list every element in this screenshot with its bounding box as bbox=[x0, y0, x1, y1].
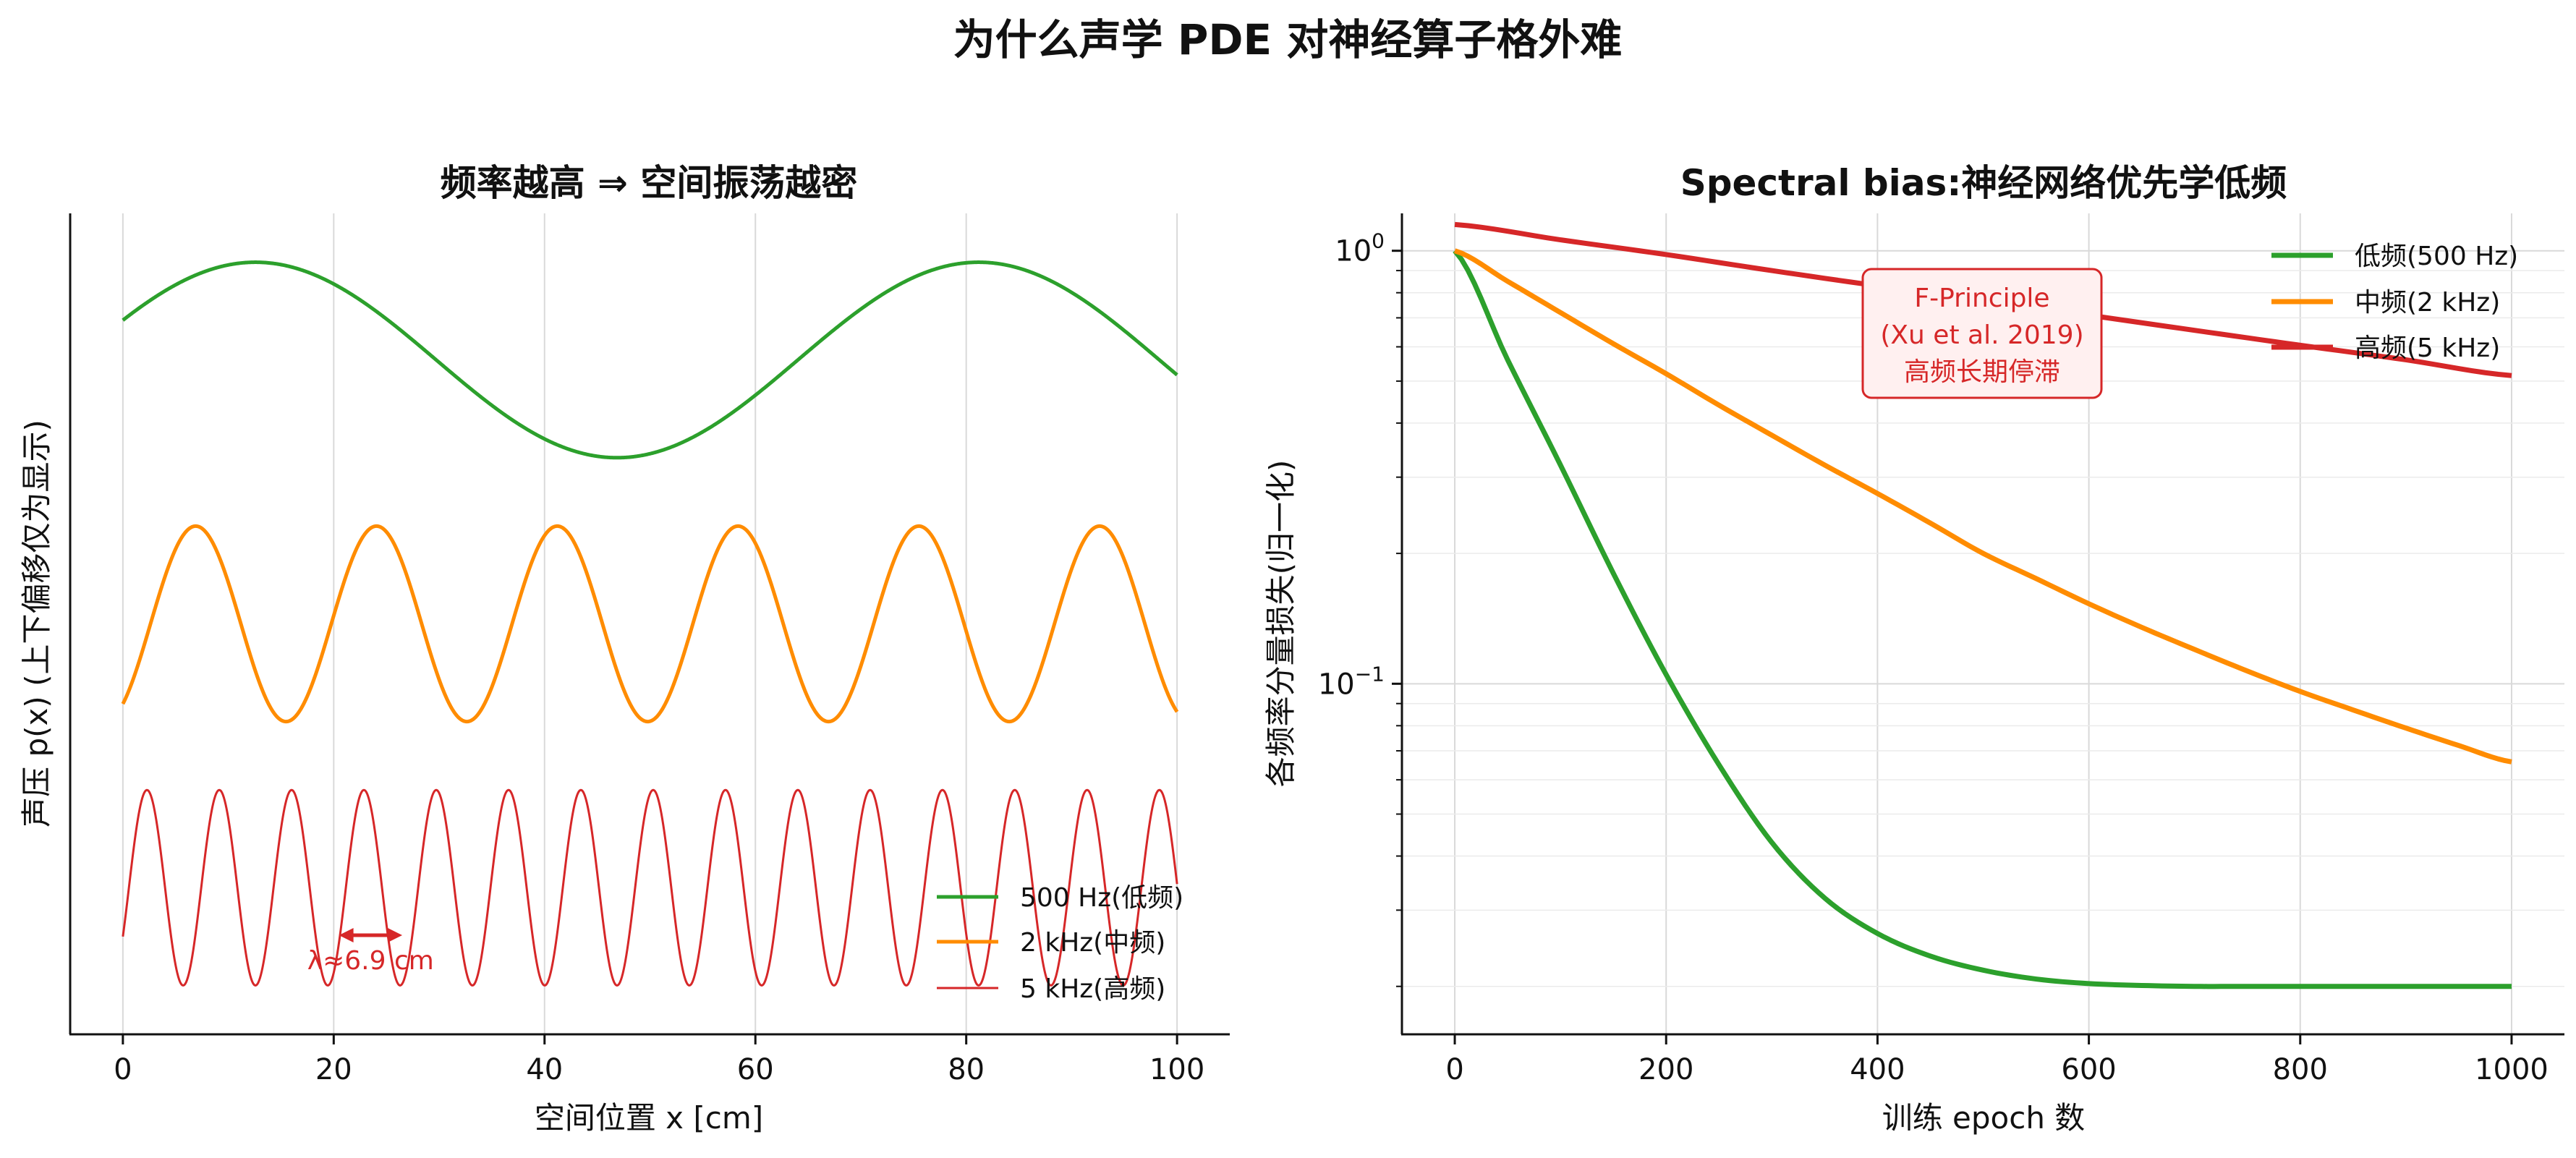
left-x-tick-label-40: 40 bbox=[526, 1053, 563, 1086]
wavelength-label: λ≈6.9 cm bbox=[307, 946, 434, 976]
right-chart: Spectral bias:神经网络优先学低频 0 200 400 600 800 100… bbox=[1263, 162, 2564, 1136]
f-principle-line-1: F-Principle bbox=[1914, 284, 2049, 313]
legend-label-mid: 中频(2 kHz) bbox=[2355, 288, 2500, 318]
figure-title: 为什么声学 PDE 对神经算子格外难 bbox=[953, 15, 1623, 64]
left-gridlines bbox=[122, 213, 1178, 1034]
right-x-tick-label-1000: 1000 bbox=[2475, 1053, 2549, 1086]
right-x-axis-label: 训练 epoch 数 bbox=[1882, 1100, 2086, 1136]
right-y-axis-label: 各频率分量损失(归一化) bbox=[1263, 460, 1298, 788]
right-series-line-low bbox=[1453, 249, 2512, 989]
f-principle-annotation: F-Principle (Xu et al. 2019) 高频长期停滞 bbox=[1861, 268, 2103, 399]
left-x-axis-label: 空间位置 x [cm] bbox=[535, 1100, 763, 1136]
legend-label-2khz: 2 kHz(中频) bbox=[1020, 928, 1165, 958]
legend-label-low: 低频(500 Hz) bbox=[2355, 242, 2518, 271]
left-chart-title: 频率越高 ⇒ 空间振荡越密 bbox=[441, 162, 858, 204]
right-x-tick-label-400: 400 bbox=[1850, 1053, 1905, 1086]
left-series-line-5000hz bbox=[122, 788, 1178, 987]
left-x-ticks: 0 20 40 60 80 100 bbox=[114, 1034, 1204, 1086]
legend-label-high: 高频(5 kHz) bbox=[2355, 333, 2500, 363]
left-x-tick-label-100: 100 bbox=[1149, 1053, 1204, 1086]
right-legend: 低频(500 Hz) 中频(2 kHz) 高频(5 kHz) bbox=[2271, 242, 2518, 363]
right-gridlines bbox=[1402, 213, 2564, 1034]
right-x-tick-label-600: 600 bbox=[2061, 1053, 2116, 1086]
left-x-tick-label-60: 60 bbox=[737, 1053, 774, 1086]
left-series-line-500hz bbox=[122, 260, 1178, 460]
left-legend: 500 Hz(低频) 2 kHz(中频) 5 kHz(高频) bbox=[937, 883, 1183, 1004]
left-y-axis-label: 声压 p(x) (上下偏移仅为显示) bbox=[19, 420, 54, 827]
left-x-tick-label-0: 0 bbox=[114, 1053, 132, 1086]
right-y-tick-label-10^-1: 10−1 bbox=[1318, 662, 1385, 701]
right-x-tick-label-200: 200 bbox=[1638, 1053, 1693, 1086]
left-series-line-2000hz bbox=[121, 524, 1179, 724]
f-principle-box bbox=[1861, 268, 2103, 399]
right-chart-title: Spectral bias:神经网络优先学低频 bbox=[1680, 162, 2287, 204]
left-x-tick-label-20: 20 bbox=[315, 1053, 352, 1086]
f-principle-line-2: (Xu et al. 2019) bbox=[1880, 320, 2083, 350]
left-series-group bbox=[121, 260, 1179, 987]
legend-label-5khz: 5 kHz(高频) bbox=[1020, 974, 1165, 1004]
right-y-tick-label-10^0: 100 bbox=[1335, 229, 1385, 268]
left-x-tick-label-80: 80 bbox=[948, 1053, 985, 1086]
f-principle-line-3: 高频长期停滞 bbox=[1904, 357, 2060, 387]
wavelength-arrowhead-right bbox=[388, 928, 403, 942]
right-series-line-mid bbox=[1453, 248, 2512, 765]
right-x-tick-label-800: 800 bbox=[2273, 1053, 2328, 1086]
right-y-ticks: 100 10−1 bbox=[1318, 229, 1402, 987]
wavelength-annotation: λ≈6.9 cm bbox=[307, 928, 434, 976]
wavelength-arrowhead-left bbox=[339, 928, 354, 942]
legend-label-500hz: 500 Hz(低频) bbox=[1020, 883, 1183, 913]
left-chart: 频率越高 ⇒ 空间振荡越密 0 20 40 60 80 100 空间位置 x [cm] 声… bbox=[19, 162, 1230, 1136]
right-x-tick-label-0: 0 bbox=[1445, 1053, 1463, 1086]
right-x-ticks: 0 200 400 600 800 1000 bbox=[1445, 1034, 2549, 1086]
